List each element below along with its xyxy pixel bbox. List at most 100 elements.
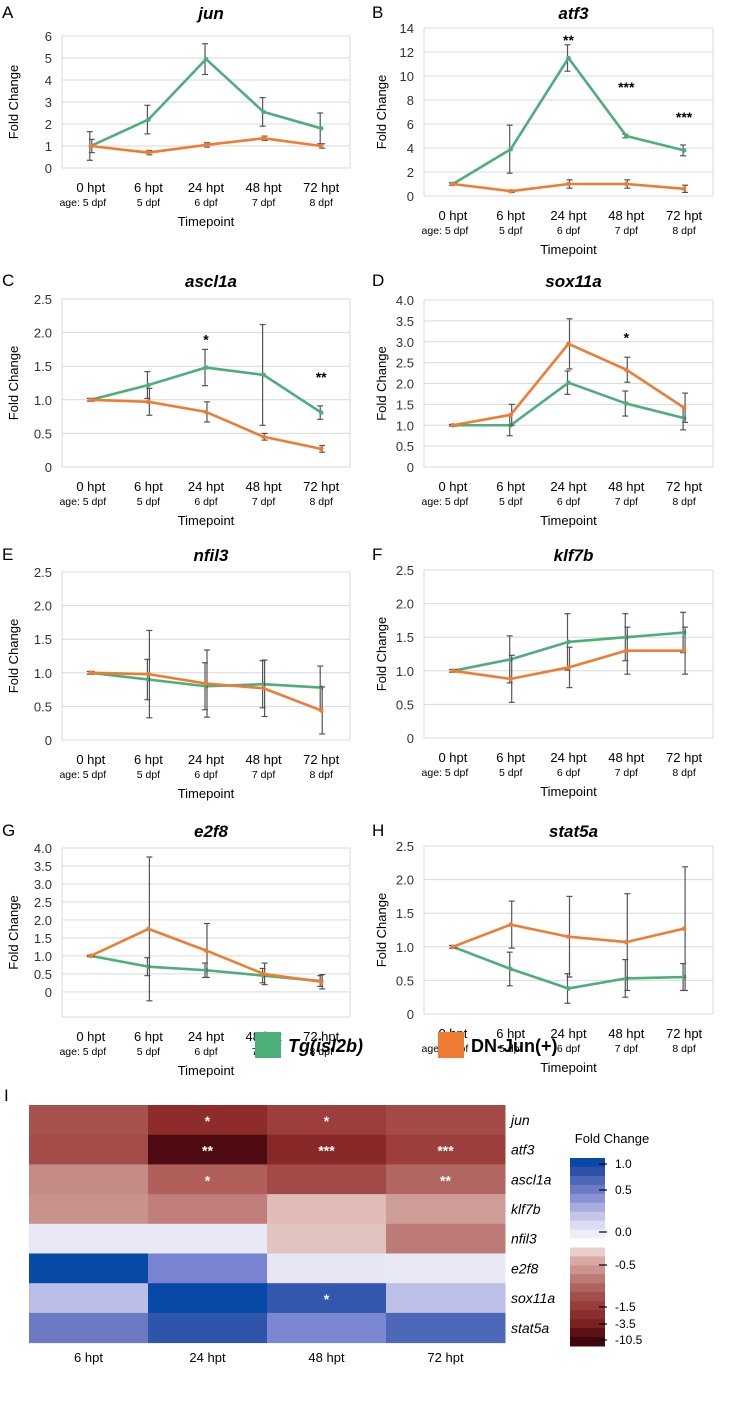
y-tick-label: 1.0 [34,666,52,681]
y-tick-label: 0 [45,733,52,748]
y-tick-label: 4.0 [396,293,414,308]
panel-letter: G [2,821,15,840]
heatmap-significance: ** [440,1172,451,1188]
x-tick-label: 6 hpt [496,750,525,765]
panel-letter: A [2,3,14,22]
y-tick-label: 3.5 [34,859,52,874]
heatmap-cell [267,1283,387,1314]
scale-swatch [570,1319,605,1329]
scale-label: -10.5 [615,1333,643,1347]
y-tick-label: 14 [400,21,414,36]
x-axis-label: Timepoint [540,242,597,257]
heatmap-cell [267,1223,387,1254]
data-point [318,979,324,985]
age-label: 6 dpf [557,767,580,779]
heatmap-cell [267,1253,387,1284]
y-tick-label: 1.5 [396,906,414,921]
age-label: 5 dpf [137,496,160,508]
data-point [450,668,456,674]
y-tick-label: 2 [45,117,52,132]
age-label: age: 5 dpf [59,496,106,508]
data-point [318,446,324,452]
heatmap-cell [29,1134,149,1165]
heatmap-row-label: e2f8 [511,1260,538,1276]
y-axis-label: Fold Change [374,75,389,149]
y-tick-label: 0.5 [34,699,52,714]
data-point [566,665,571,670]
scale-label: 1.0 [615,1157,632,1171]
age-label: 7 dpf [252,197,275,209]
heatmap-cell [386,1283,506,1314]
scale-swatch [570,1301,605,1311]
heatmap-cell [29,1194,149,1225]
heatmap-significance: ** [202,1143,213,1159]
legend-label: DN-Jun(+) [471,1036,558,1056]
x-tick-label: 48 hpt [246,752,283,767]
scale-label: -0.5 [615,1258,636,1272]
data-point [681,926,687,931]
heatmap-cell [386,1134,506,1165]
heatmap: I* * jun** *** *** atf3* ** ascl1aklf7bnfil3e2f… [4,1086,649,1365]
x-tick-label: 0 hpt [76,180,105,195]
y-tick-label: 1.0 [396,664,414,679]
data-point [508,922,513,927]
x-tick-label: 72 hpt [666,479,703,494]
y-tick-label: 0 [407,189,414,204]
series-line-tg-isl2b [452,945,685,990]
heatmap-cell [267,1164,387,1195]
significance-mark: ** [316,369,327,385]
panel-title: e2f8 [194,822,229,841]
data-point [146,677,151,682]
x-tick-label: 48 hpt [608,1026,645,1041]
data-point [88,670,94,676]
significance-mark: *** [676,109,693,125]
x-tick-label: 6 hpt [134,1029,163,1044]
y-axis-label: Fold Change [6,619,21,693]
y-axis-label: Fold Change [6,65,21,139]
heatmap-significance: * [324,1113,330,1129]
panel-letter: I [4,1086,9,1105]
y-tick-label: 2.5 [34,565,52,580]
heatmap-row-label: klf7b [511,1201,541,1217]
y-tick-label: 2.0 [396,873,414,888]
y-tick-label: 1.5 [34,359,52,374]
y-tick-label: 3 [45,95,52,110]
y-tick-label: 0.5 [396,697,414,712]
data-point [88,953,94,959]
panel-title: atf3 [558,4,589,23]
y-tick-label: 2.5 [34,292,52,307]
x-tick-label: 72 hpt [303,180,340,195]
data-point [261,136,266,141]
panel-letter: F [372,545,382,564]
panel-title: klf7b [554,546,594,565]
age-label: 8 dpf [310,496,333,508]
x-axis-label: Timepoint [178,513,235,528]
age-label: 8 dpf [310,769,333,781]
heatmap-cell [29,1312,149,1344]
x-tick-label: 0 hpt [438,208,467,223]
data-point [508,966,513,972]
heatmap-row-label: nfil3 [511,1231,537,1247]
age-label: 7 dpf [615,496,638,508]
scale-swatch [570,1328,605,1338]
heatmap-row-label: stat5a [511,1320,549,1336]
age-label: 8 dpf [672,767,695,779]
data-point [681,630,687,635]
x-tick-label: 72 hpt [303,1029,340,1044]
x-tick-label: 6 hpt [134,479,163,494]
data-point [146,964,151,969]
heatmap-significance: *** [318,1143,335,1159]
y-tick-label: 2.0 [396,597,414,612]
x-tick-label: 24 hpt [550,208,587,223]
y-tick-label: 1.5 [34,632,52,647]
y-tick-label: 10 [400,69,414,84]
scale-swatch [570,1193,605,1204]
data-point [566,639,571,645]
significance-mark: * [624,330,630,346]
data-point [624,133,629,139]
data-point [261,434,266,440]
x-tick-label: 48 hpt [246,479,283,494]
